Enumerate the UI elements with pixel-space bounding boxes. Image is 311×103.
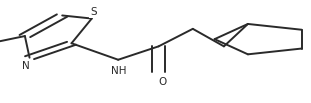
Text: N: N [22,61,30,71]
Text: O: O [158,77,166,87]
Text: S: S [90,7,97,17]
Text: NH: NH [111,66,127,76]
